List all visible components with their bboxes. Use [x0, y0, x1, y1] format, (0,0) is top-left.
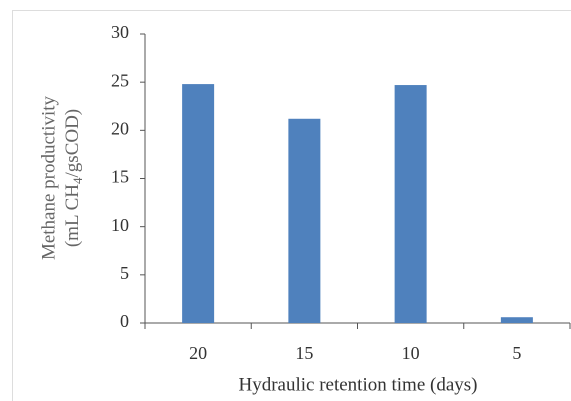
x-tick-label: 20 [189, 343, 207, 363]
y-tick-label: 10 [111, 215, 129, 235]
bar [394, 85, 427, 323]
y-axis-title-part: (mL CH [62, 184, 83, 247]
bar [288, 118, 321, 323]
y-tick-label: 25 [111, 70, 129, 90]
y-axis-title: Methane productivity (mL CH4/gsCOD) [38, 95, 85, 260]
y-tick-label: 20 [111, 118, 129, 138]
y-axis-title-line: Methane productivity [38, 95, 59, 260]
x-tick-label: 5 [512, 343, 521, 363]
bar [182, 84, 215, 324]
x-tick-label: 10 [402, 343, 420, 363]
y-axis-title-part: /gsCOD) [62, 109, 83, 178]
y-tick-label: 15 [111, 167, 129, 187]
bar [500, 317, 533, 323]
y-axis-title-sub: 4 [70, 177, 85, 184]
frame [12, 10, 571, 401]
y-tick-label: 30 [111, 22, 129, 42]
y-tick-label: 0 [120, 311, 129, 331]
y-axis-title-line: (mL CH4/gsCOD) [62, 109, 85, 247]
y-tick-label: 5 [120, 263, 129, 283]
x-axis-title: Hydraulic retention time (days) [238, 374, 477, 395]
x-tick-label: 15 [295, 343, 313, 363]
